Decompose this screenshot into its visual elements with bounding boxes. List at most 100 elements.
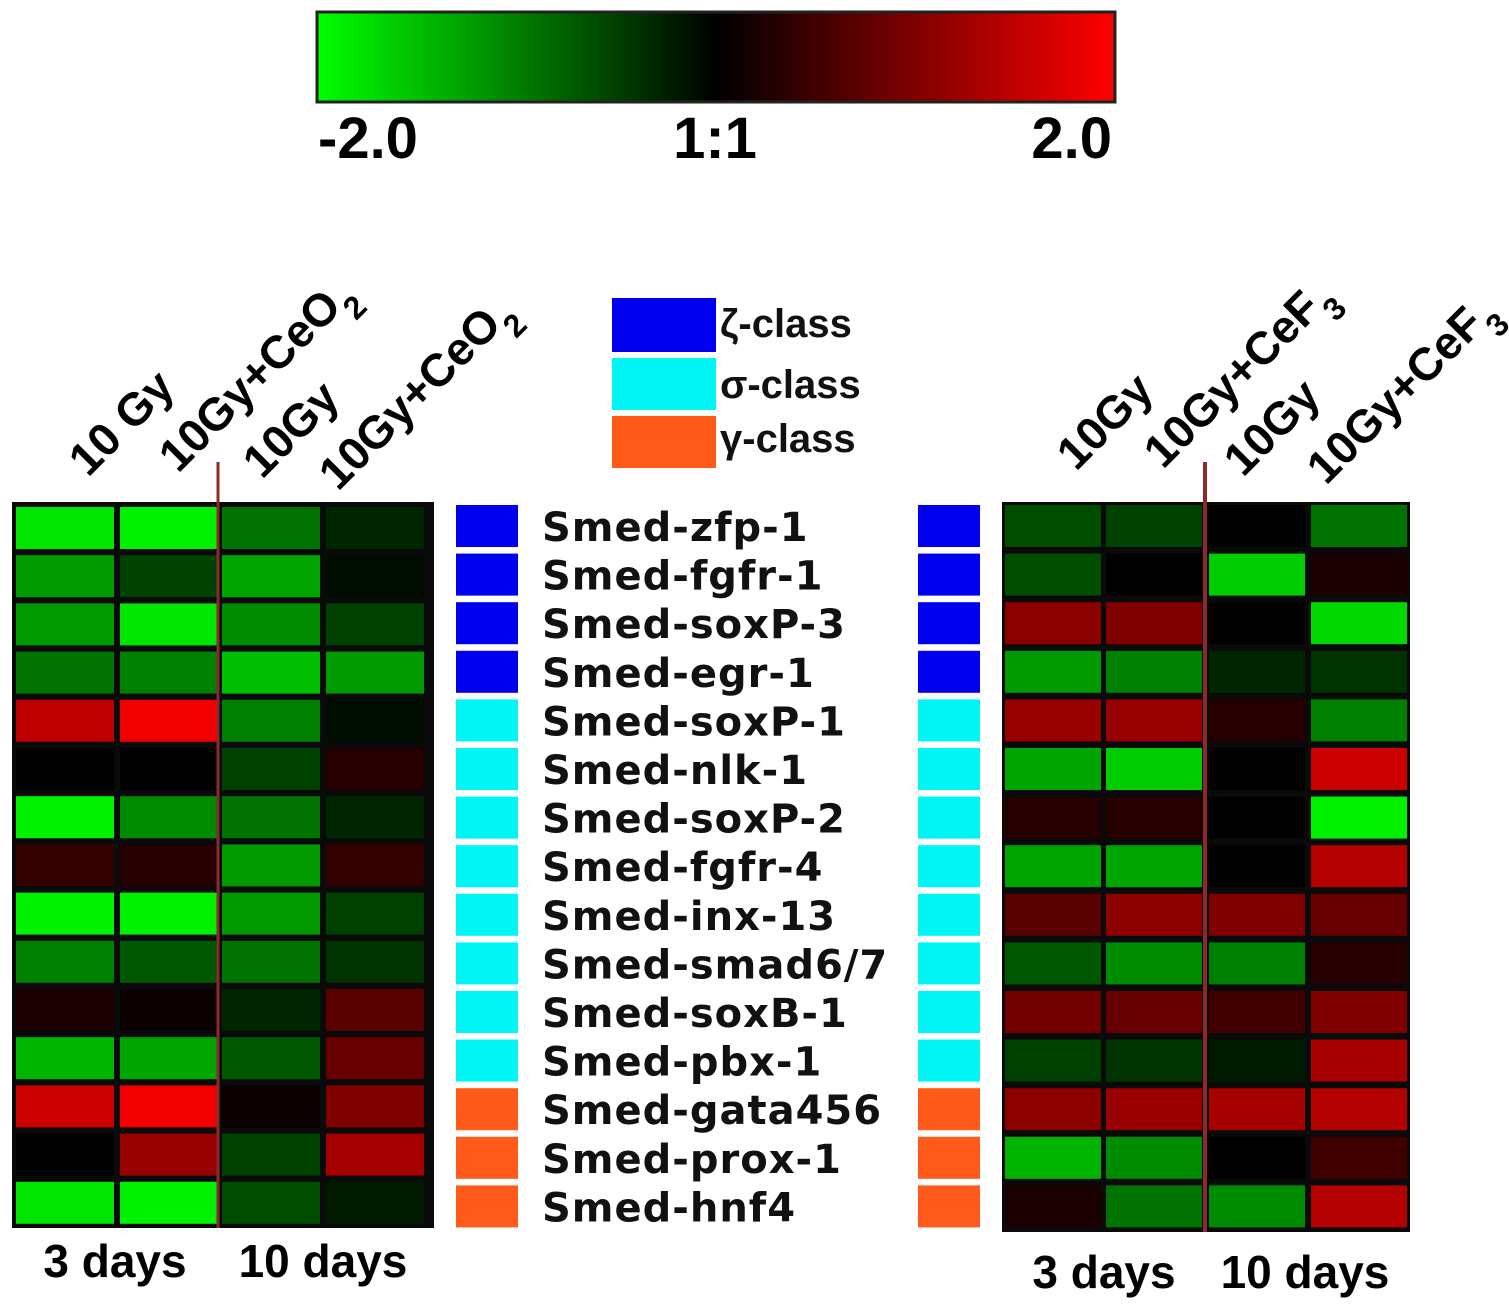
gene-class-marker-left [456,942,518,985]
heatmap-right-cells [1005,505,1407,1228]
heatmap-left-cell [16,940,114,983]
gene-class-marker-right [918,650,980,693]
heatmap-left-cell [16,748,114,790]
heatmap-left-cell [222,748,320,790]
gene-class-marker-right [918,991,980,1033]
heatmap-left-cell [326,507,424,549]
heatmap-left-cell [120,892,218,935]
heatmap-left-cell [16,699,114,742]
gene-label: Smed-egr-1 [542,651,815,697]
heatmap-right-cell [1209,1185,1305,1228]
heatmap-right-cell [1209,845,1305,888]
heatmap-right-cell [1106,602,1202,645]
heatmap-right-cell [1209,505,1305,547]
heatmap-left-cell [326,1133,424,1176]
heatmap-left-cells [16,507,424,1224]
heatmap-left-cell [222,1085,320,1128]
gene-class-marker-left [456,553,518,596]
heatmap-left-cell [16,1085,114,1128]
heatmap-right-cell [1311,699,1407,742]
heatmap-left-cell [222,555,320,598]
gene-class-marker-right [918,505,980,547]
heatmap-left-cell [120,699,218,742]
legend-swatch-sigma [612,358,716,410]
heatmap-right-cell [1311,1088,1407,1131]
gene-label: Smed-fgfr-4 [542,845,823,891]
heatmap-left-cell [326,748,424,790]
heatmap-left-cell [16,651,114,694]
heatmap-left-cell [326,940,424,983]
gene-label: Smed-inx-13 [542,894,836,940]
heatmap-left-cell [222,940,320,983]
heatmap-left-cell [120,748,218,790]
gene-class-marker-left [456,650,518,693]
heatmap-right-cell [1005,942,1101,985]
heatmap-right-cell [1106,845,1202,888]
legend-label-gamma: γ-class [720,417,856,461]
gene-class-marker-right [918,893,980,936]
heatmap-right-cell [1106,505,1202,547]
heatmap-left-cell [326,844,424,887]
heatmap-left-cell [16,796,114,839]
gene-class-marker-right [918,942,980,985]
heatmap-right-cell [1311,796,1407,839]
gene-class-marker-left [456,505,518,547]
color-scale-mid-label: 1:1 [673,106,757,171]
heatmap-left-cell [222,651,320,694]
right-time-label-3days: 3 days [1032,1246,1175,1298]
heatmap-right-cell [1005,1136,1101,1179]
heatmap-left-cell [120,989,218,1031]
heatmap-left-cell [326,796,424,839]
heatmap-right-cell [1005,991,1101,1033]
heatmap-left-cell [16,1133,114,1176]
gene-class-marker-left [456,796,518,839]
heatmap-right-cell [1311,991,1407,1033]
gene-label: Smed-hnf4 [542,1185,796,1231]
heatmap-left-cell [326,1085,424,1128]
gene-class-marker-left [456,1185,518,1228]
heatmap-left [12,462,434,1228]
heatmap-right-cell [1106,699,1202,742]
heatmap-right-cell [1209,1136,1305,1179]
heatmap-right-cell [1106,991,1202,1033]
heatmap-left-cell [326,989,424,1031]
gene-label: Smed-soxP-3 [542,602,846,648]
heatmap-right-cell [1311,505,1407,547]
column-label: 10 Gy [58,359,184,485]
heatmap-left-cell [120,940,218,983]
heatmap-right-cell [1005,1088,1101,1131]
heatmap-left-cell [120,603,218,646]
heatmap-right-cell [1106,1039,1202,1082]
heatmap-right [1002,462,1410,1232]
gene-label: Smed-soxP-2 [542,797,846,843]
gene-class-marker-left [456,602,518,645]
heatmap-left-cell [222,989,320,1031]
heatmap-left-cell [120,1085,218,1128]
gene-label: Smed-zfp-1 [542,505,809,551]
gene-class-marker-right [918,1136,980,1179]
heatmap-right-cell [1209,991,1305,1033]
gene-class-marker-right [918,553,980,596]
heatmap-right-cell [1106,1136,1202,1179]
gene-class-marker-right [918,1088,980,1131]
heatmap-left-cell [16,892,114,935]
heatmap-right-cell [1005,845,1101,888]
heatmap-right-cell [1209,553,1305,596]
heatmap-left-cell [16,603,114,646]
gene-class-marker-left [456,991,518,1033]
heatmap-left-cell [326,1037,424,1080]
heatmap-left-cell [222,1181,320,1224]
color-scale-max-label: 2.0 [1031,106,1112,171]
heatmap-left-cell [120,844,218,887]
heatmap-right-cell [1005,505,1101,547]
heatmap-left-cell [222,1133,320,1176]
gene-rows: Smed-zfp-1Smed-fgfr-1Smed-soxP-3Smed-egr… [456,505,980,1231]
column-label: 10Gy [1046,362,1163,479]
heatmap-right-cell [1005,893,1101,936]
heatmap-left-cell [16,989,114,1031]
gene-class-marker-left [456,1039,518,1082]
heatmap-right-cell [1005,553,1101,596]
heatmap-left-cell [120,796,218,839]
heatmap-right-cell [1209,893,1305,936]
